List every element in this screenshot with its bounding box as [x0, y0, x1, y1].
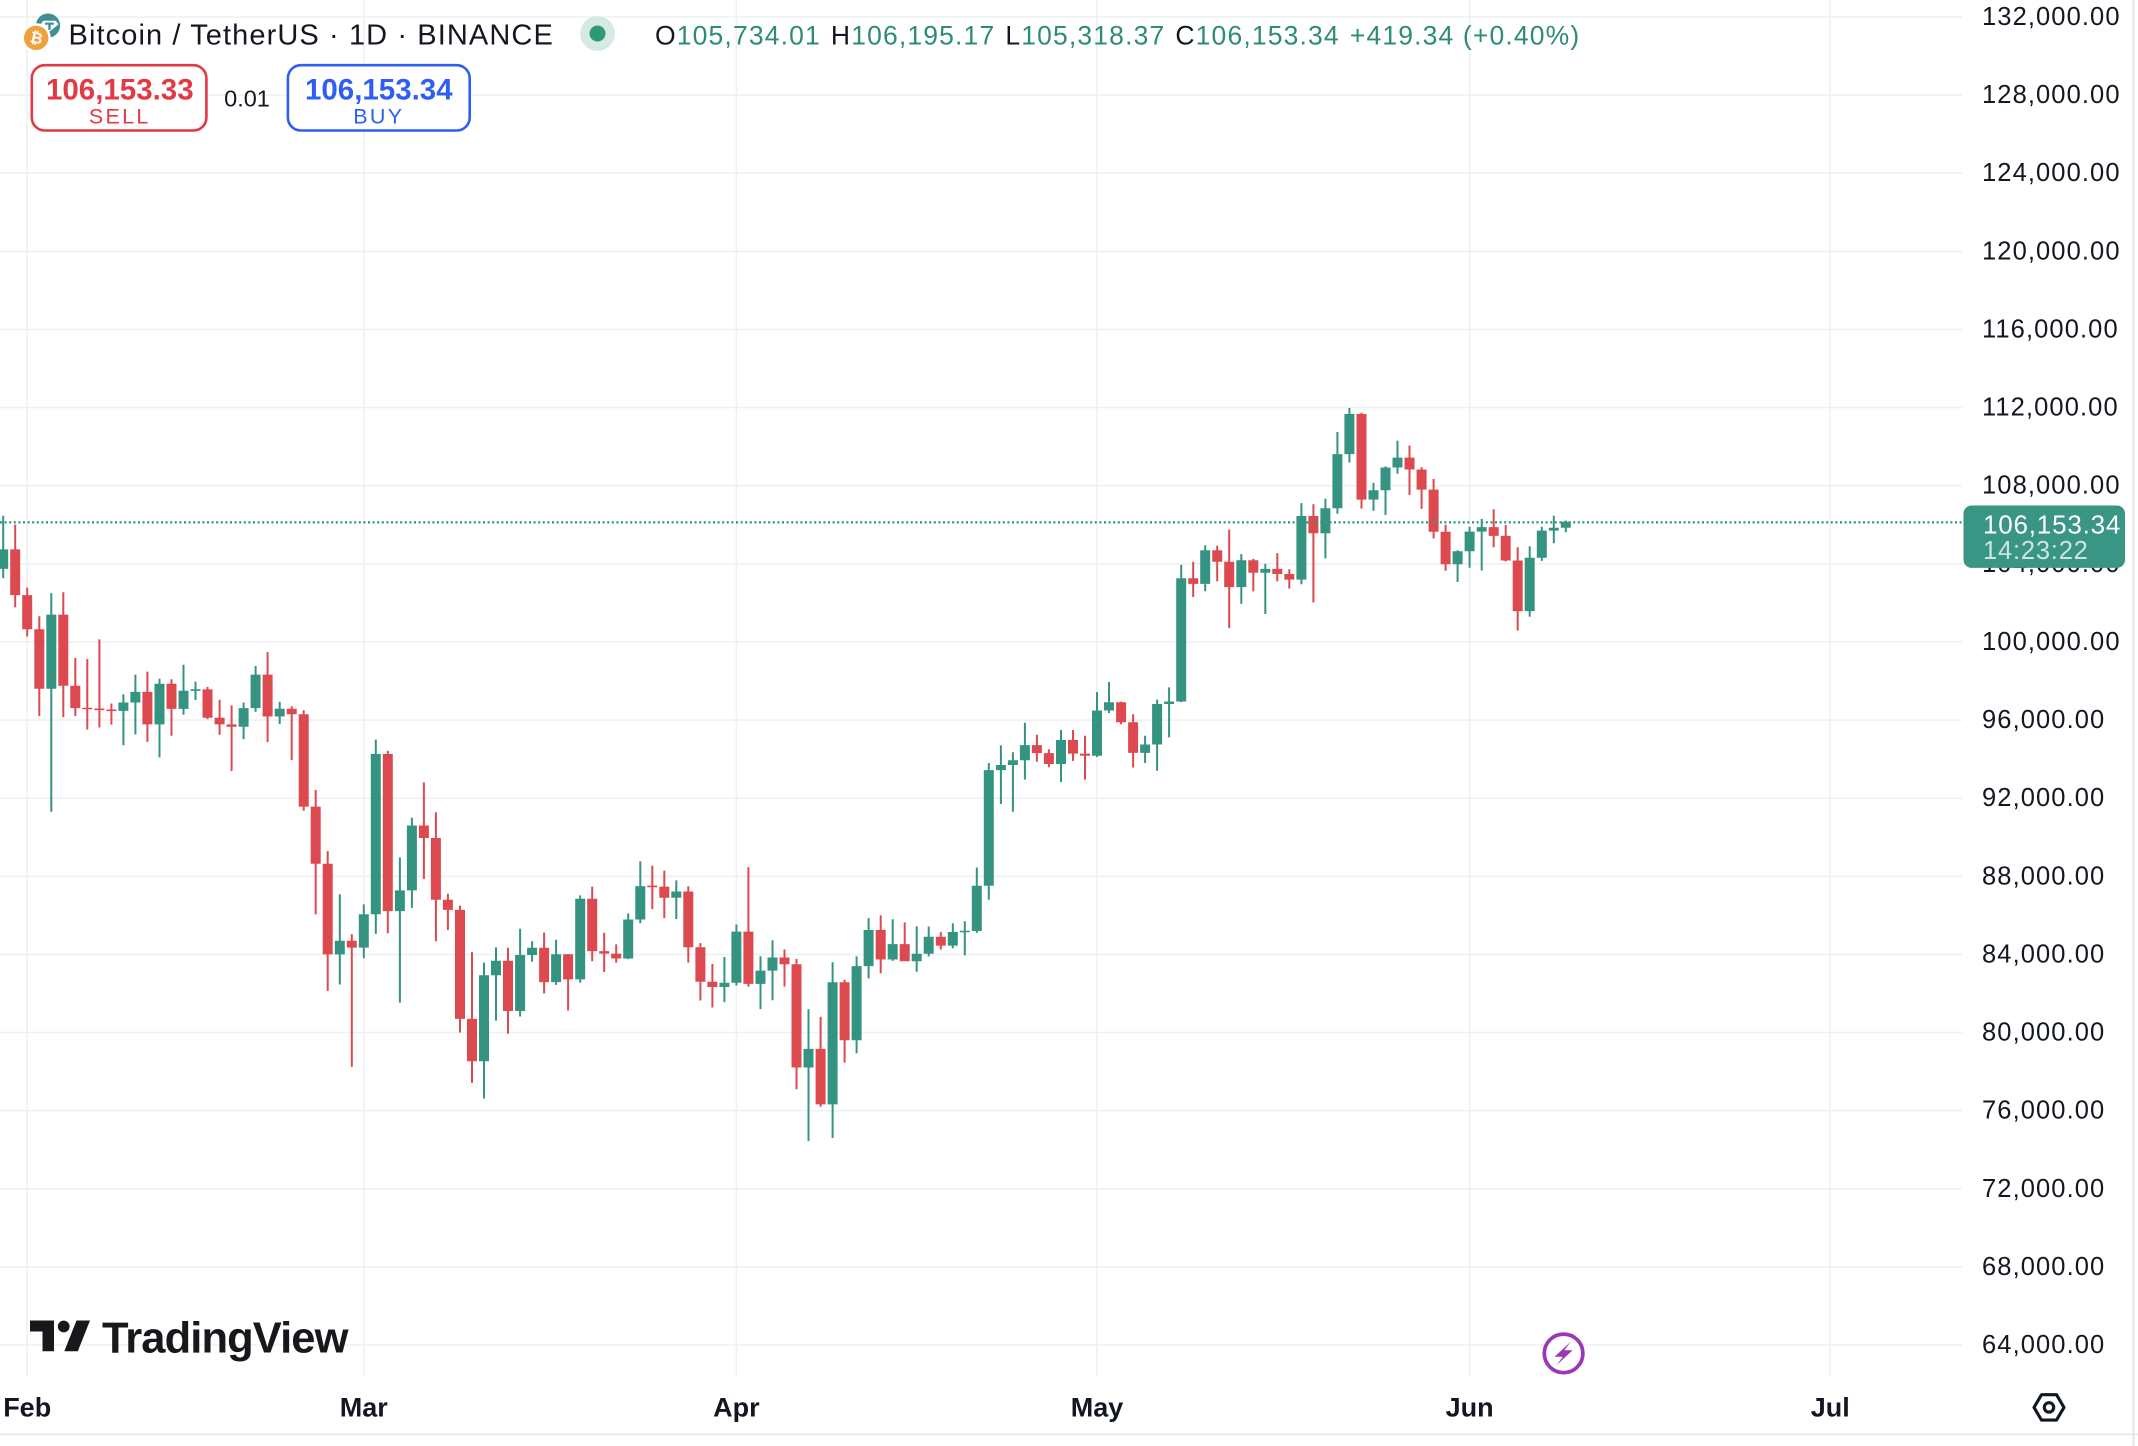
svg-text:Bitcoin / TetherUS · 1D · BINA: Bitcoin / TetherUS · 1D · BINANCE [69, 20, 554, 52]
svg-text:Apr: Apr [713, 1393, 760, 1423]
svg-text:68,000.00: 68,000.00 [1982, 1253, 2105, 1281]
svg-text:BUY: BUY [353, 105, 404, 129]
svg-text:May: May [1071, 1393, 1124, 1423]
svg-text:84,000.00: 84,000.00 [1982, 940, 2105, 968]
svg-text:128,000.00: 128,000.00 [1982, 81, 2121, 109]
svg-text:96,000.00: 96,000.00 [1982, 706, 2105, 734]
svg-text:100,000.00: 100,000.00 [1982, 628, 2121, 656]
svg-text:132,000.00: 132,000.00 [1982, 3, 2121, 31]
svg-text:Mar: Mar [340, 1393, 389, 1423]
svg-text:64,000.00: 64,000.00 [1982, 1331, 2105, 1359]
svg-text:SELL: SELL [89, 105, 151, 129]
svg-text:Feb: Feb [3, 1393, 51, 1423]
svg-text:Jun: Jun [1446, 1393, 1494, 1423]
svg-text:106,153.34: 106,153.34 [1983, 509, 2121, 539]
svg-text:124,000.00: 124,000.00 [1982, 159, 2121, 187]
svg-text:106,153.34: 106,153.34 [305, 74, 453, 107]
svg-text:116,000.00: 116,000.00 [1982, 316, 2119, 344]
svg-text:76,000.00: 76,000.00 [1982, 1097, 2105, 1125]
svg-text:14:23:22: 14:23:22 [1983, 537, 2089, 565]
svg-text:80,000.00: 80,000.00 [1982, 1019, 2105, 1047]
svg-text:₿: ₿ [28, 29, 44, 48]
svg-text:108,000.00: 108,000.00 [1982, 472, 2121, 500]
svg-text:92,000.00: 92,000.00 [1982, 784, 2105, 812]
svg-text:72,000.00: 72,000.00 [1982, 1175, 2105, 1203]
svg-text:106,153.33: 106,153.33 [46, 74, 194, 107]
svg-text:TradingView: TradingView [102, 1315, 349, 1363]
svg-text:Jul: Jul [1811, 1393, 1850, 1423]
svg-text:0.01: 0.01 [224, 86, 270, 112]
svg-text:120,000.00: 120,000.00 [1982, 237, 2121, 265]
svg-text:88,000.00: 88,000.00 [1982, 862, 2105, 890]
svg-text:112,000.00: 112,000.00 [1982, 394, 2119, 422]
